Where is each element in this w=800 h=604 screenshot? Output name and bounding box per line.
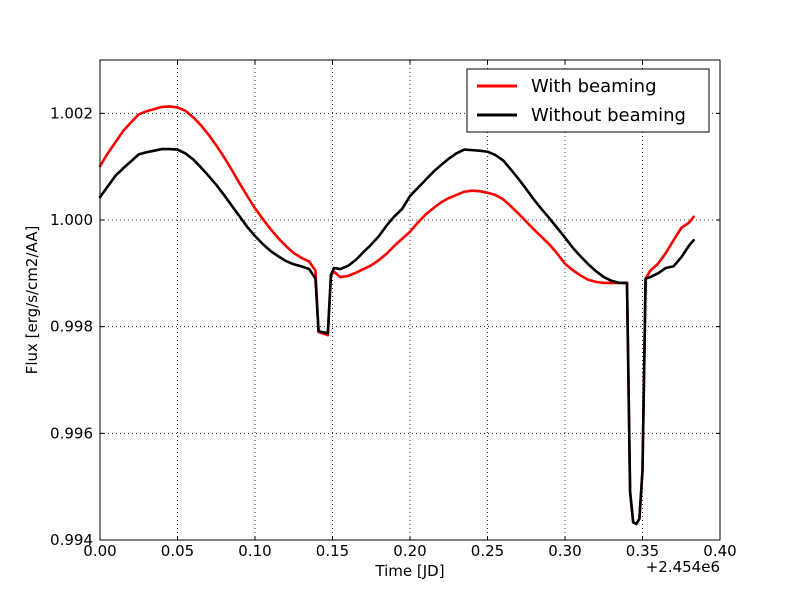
x-tick-label: 0.40 [703,542,736,560]
legend-label-without-beaming: Without beaming [531,105,686,126]
legend: With beaming Without beaming [466,68,710,133]
x-tick-label: 0.00 [83,542,116,560]
y-tick-label: 0.994 [50,531,93,549]
y-tick-label: 0.998 [50,318,93,336]
legend-box [466,68,710,133]
x-tick-label: 0.20 [393,542,426,560]
ticks: 0.00 0.05 0.10 0.15 0.20 0.25 0.30 0.35 0.40 0.99… [50,60,737,560]
series-line-without-beaming [98,147,695,526]
y-tick-label: 1.000 [50,211,93,229]
x-tick-label: 0.35 [626,542,659,560]
x-tick-label: 0.15 [316,542,349,560]
x-axis-title: Time [JD] [374,562,444,580]
y-axis-title: Flux [erg/s/cm2/AA] [23,226,41,375]
x-tick-label: 0.05 [161,542,194,560]
x-tick-label: 0.10 [238,542,271,560]
y-tick-label: 1.002 [50,104,93,122]
x-offset-label: +2.454e6 [646,558,720,576]
y-tick-label: 0.996 [50,424,93,442]
legend-label-with-beaming: With beaming [531,76,657,97]
x-tick-label: 0.25 [471,542,504,560]
x-tick-label: 0.30 [548,542,581,560]
series-layer [98,105,695,526]
